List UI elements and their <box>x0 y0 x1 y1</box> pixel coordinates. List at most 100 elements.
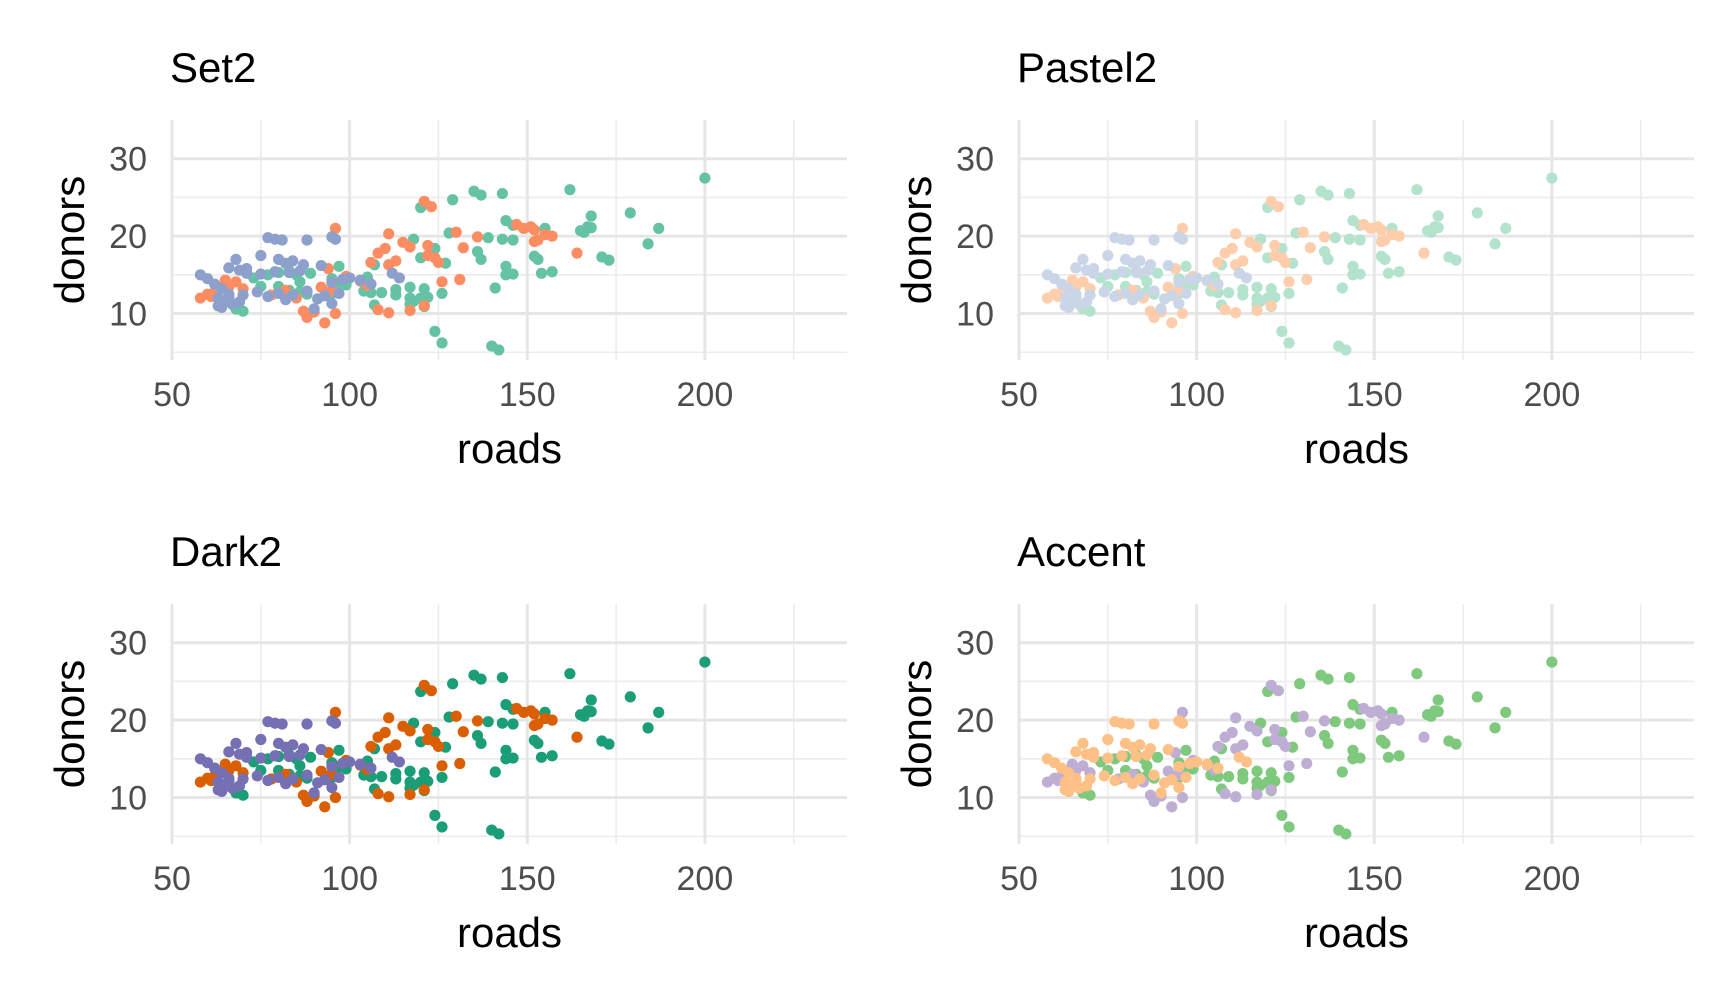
data-point <box>1375 250 1387 262</box>
panel-title: Set2 <box>170 44 256 91</box>
data-point <box>1102 752 1114 764</box>
data-point <box>496 671 508 684</box>
series-3 <box>194 715 405 799</box>
chart-panel-accent: 50 100 150 200 10 20 30 Accent roads donors <box>893 528 1694 956</box>
data-point <box>1297 710 1309 722</box>
data-point <box>1176 307 1189 320</box>
data-point <box>287 739 299 751</box>
y-tick-label: 10 <box>956 296 994 334</box>
data-point <box>528 719 540 732</box>
data-point <box>546 750 558 762</box>
data-point <box>1301 273 1313 286</box>
data-point <box>578 710 590 722</box>
data-point <box>1180 771 1192 784</box>
data-point <box>1283 337 1295 349</box>
data-point <box>1166 317 1178 329</box>
data-point <box>333 287 345 300</box>
data-point <box>1212 762 1224 774</box>
x-axis-title: roads <box>1304 425 1409 472</box>
data-point <box>216 785 228 797</box>
data-point <box>1240 756 1252 768</box>
y-tick-label: 20 <box>956 702 994 740</box>
data-point <box>1301 757 1313 770</box>
data-point <box>425 201 437 213</box>
data-point <box>1191 756 1203 768</box>
data-point <box>418 300 430 312</box>
data-point <box>1173 276 1185 289</box>
y-axis-title: donors <box>46 660 93 788</box>
y-tick-label: 30 <box>109 625 147 663</box>
data-point <box>1272 201 1284 213</box>
data-point <box>642 722 654 734</box>
data-point <box>390 773 402 785</box>
data-point <box>1375 719 1387 732</box>
x-tick-label: 100 <box>321 376 378 414</box>
data-point <box>329 307 342 320</box>
data-point <box>390 289 402 301</box>
data-point <box>404 241 416 253</box>
data-point <box>535 751 548 763</box>
data-point <box>422 775 434 787</box>
data-point <box>1130 266 1142 279</box>
data-point <box>418 767 430 779</box>
data-point <box>507 718 519 730</box>
data-point <box>255 752 267 764</box>
data-point <box>1088 751 1100 763</box>
data-point <box>333 744 345 756</box>
data-point <box>1134 773 1146 785</box>
data-point <box>329 791 342 804</box>
data-point <box>1237 773 1249 785</box>
y-tick-label: 30 <box>956 625 994 663</box>
data-point <box>546 230 558 242</box>
y-axis-title: donors <box>893 660 940 788</box>
data-point <box>1048 772 1061 784</box>
x-axis-title: roads <box>1304 909 1409 956</box>
data-point <box>1176 706 1189 718</box>
data-point <box>269 750 281 762</box>
data-point <box>333 260 345 272</box>
data-point <box>1251 765 1263 777</box>
data-point <box>1265 767 1277 779</box>
data-point <box>471 715 484 727</box>
data-point <box>393 756 405 768</box>
data-point <box>251 286 263 298</box>
data-point <box>1102 249 1114 262</box>
data-point <box>564 668 576 680</box>
y-axis-title: donors <box>46 176 93 304</box>
data-point <box>1375 235 1387 248</box>
x-tick-label: 150 <box>1346 376 1403 414</box>
data-point <box>329 222 342 234</box>
data-point <box>1134 289 1146 301</box>
data-point <box>1116 266 1128 278</box>
data-point <box>326 760 338 773</box>
data-point <box>1130 750 1142 763</box>
data-point <box>1500 222 1512 234</box>
x-axis-title: roads <box>457 425 562 472</box>
data-point <box>603 254 615 266</box>
data-point <box>1393 750 1405 762</box>
data-point <box>432 256 445 269</box>
data-point <box>315 259 327 272</box>
x-tick-label: 150 <box>1346 860 1403 898</box>
data-point <box>308 787 320 799</box>
y-tick-label: 30 <box>109 141 147 179</box>
data-point <box>255 249 267 262</box>
data-point <box>528 224 540 236</box>
data-point <box>287 255 299 267</box>
data-point <box>301 285 313 297</box>
data-point <box>1318 231 1331 243</box>
data-point <box>329 233 342 245</box>
data-point <box>1151 267 1164 279</box>
data-point <box>1375 224 1387 236</box>
data-point <box>653 222 665 234</box>
x-tick-label: 50 <box>153 376 191 414</box>
data-point <box>1162 259 1174 272</box>
data-point <box>475 189 487 201</box>
data-point <box>1471 691 1483 703</box>
data-point <box>1393 230 1405 242</box>
data-point <box>1354 234 1366 246</box>
data-point <box>1251 281 1263 293</box>
data-point <box>1230 307 1242 319</box>
data-point <box>1336 282 1348 294</box>
data-point <box>1230 228 1242 240</box>
